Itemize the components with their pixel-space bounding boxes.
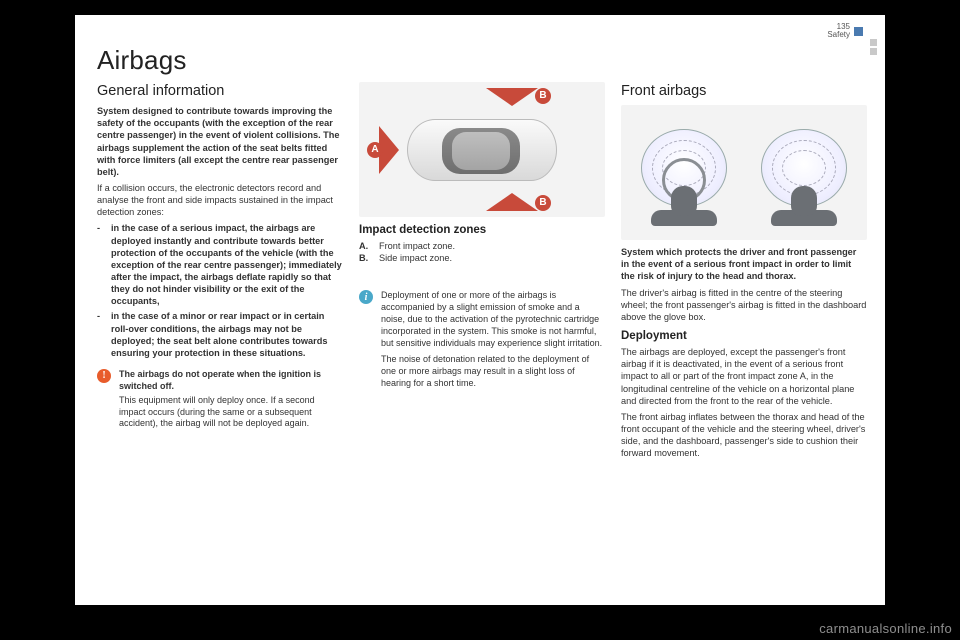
header-text: 135 Safety (827, 23, 850, 39)
zone-badge-a: A (367, 142, 383, 158)
airbag-scene-icon (621, 105, 867, 240)
driver-seat-icon (625, 115, 743, 230)
column-impact-zones: A B B Impact detection zones A.Front imp… (359, 82, 605, 463)
info-p2: The noise of detonation related to the d… (381, 354, 605, 390)
occupant-head-icon (671, 186, 697, 216)
behaviour-list: -in the case of a serious impact, the ai… (97, 222, 343, 359)
deployment-p1: The airbags are deployed, except the pas… (621, 346, 867, 407)
warning-body: This equipment will only deploy once. If… (119, 395, 343, 431)
legend-item: A.Front impact zone. (359, 240, 605, 252)
warning-lead: The airbags do not operate when the igni… (119, 369, 343, 393)
side-impact-arrow-icon (486, 88, 538, 106)
warning-text: The airbags do not operate when the igni… (119, 369, 343, 434)
figure-front-airbags (621, 105, 867, 240)
occupant-head-icon (791, 186, 817, 216)
warning-note: ! The airbags do not operate when the ig… (97, 369, 343, 434)
heading-general-info: General information (97, 82, 343, 101)
zone-badge-b: B (535, 195, 551, 211)
info-text: Deployment of one or more of the airbags… (381, 290, 605, 393)
info-note: i Deployment of one or more of the airba… (359, 290, 605, 393)
watermark: carmanualsonline.info (819, 621, 952, 636)
manual-page: 135 Safety Airbags General information S… (75, 15, 885, 605)
car-top-view-icon (407, 119, 557, 181)
list-item: -in the case of a minor or rear impact o… (97, 310, 343, 359)
front-airbags-location: The driver's airbag is fitted in the cen… (621, 287, 867, 323)
front-airbags-intro: System which protects the driver and fro… (621, 246, 867, 282)
heading-front-airbags: Front airbags (621, 82, 867, 101)
page-header: 135 Safety (827, 23, 863, 39)
section-label: Safety (827, 31, 850, 39)
exclamation-icon: ! (97, 369, 111, 383)
intro-bold: System designed to contribute towards im… (97, 105, 343, 178)
heading-impact-zones: Impact detection zones (359, 223, 605, 238)
index-tab (870, 48, 877, 55)
passenger-seat-icon (745, 115, 863, 230)
column-general-info: General information System designed to c… (97, 82, 343, 463)
i-icon: i (359, 290, 373, 304)
zone-badge-b: B (535, 88, 551, 104)
column-front-airbags: Front airbags System which (621, 82, 867, 463)
list-item: -in the case of a serious impact, the ai… (97, 222, 343, 307)
heading-deployment: Deployment (621, 329, 867, 344)
deployment-p2: The front airbag inflates between the th… (621, 411, 867, 460)
page-title: Airbags (97, 45, 867, 76)
zone-legend: A.Front impact zone. B.Side impact zone. (359, 240, 605, 264)
figure-impact-zones: A B B (359, 82, 605, 217)
legend-item: B.Side impact zone. (359, 252, 605, 264)
intro-plain: If a collision occurs, the electronic de… (97, 182, 343, 218)
side-impact-arrow-icon (486, 193, 538, 211)
index-tab (870, 39, 877, 46)
warning-icon: ! (97, 369, 113, 383)
info-icon: i (359, 290, 375, 304)
info-p1: Deployment of one or more of the airbags… (381, 290, 605, 349)
section-tab-icon (854, 27, 863, 36)
side-index-tabs (870, 39, 877, 55)
content-columns: General information System designed to c… (97, 82, 867, 463)
